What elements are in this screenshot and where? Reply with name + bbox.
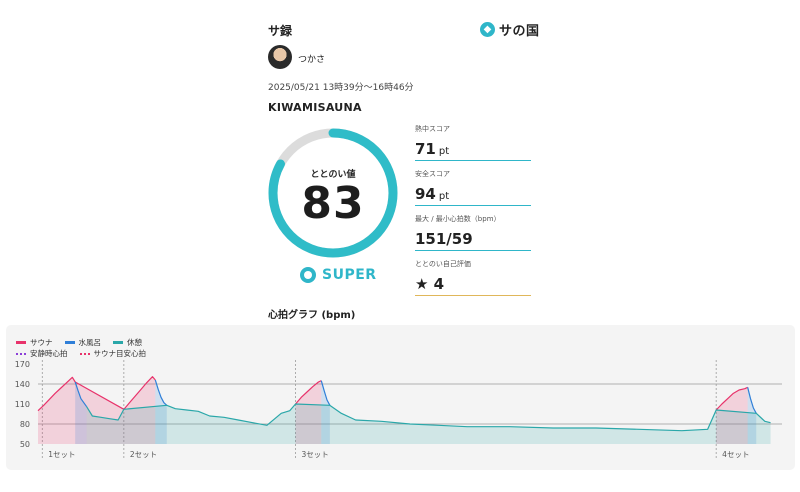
totonoi-ring — [268, 128, 398, 258]
series-area — [38, 376, 156, 444]
series-area — [155, 380, 167, 444]
metric-heart-rate: 最大 / 最小心拍数（bpm） 151/59 — [415, 214, 531, 251]
metric-safety-score: 安全スコア 94 pt — [415, 169, 531, 206]
legend-row-2: 安静時心拍 サウナ目安心拍 — [16, 348, 146, 359]
set-label: 4セット — [722, 450, 749, 459]
y-tick-label: 80 — [20, 420, 30, 429]
metric-value: 151/59 — [415, 230, 473, 248]
metric-value: ★ 4 — [415, 275, 445, 293]
set-label: 3セット — [302, 450, 329, 459]
series-line — [295, 380, 322, 405]
drop-icon: ◆ — [480, 22, 495, 37]
page-title: サ録 — [268, 24, 293, 38]
legend-resting-hr: 安静時心拍 — [30, 349, 68, 358]
series-area — [747, 387, 757, 444]
totonoi-value: 83 — [301, 178, 365, 229]
metric-underline — [415, 250, 531, 251]
avatar[interactable] — [268, 45, 292, 69]
metric-label: ととのい自己評価 — [415, 260, 471, 268]
series-line — [86, 403, 771, 432]
metric-label: 熱中スコア — [415, 125, 450, 133]
sauna-rank-icon — [300, 267, 316, 283]
metric-underline — [415, 295, 531, 296]
y-tick-label: 170 — [15, 360, 30, 369]
legend-swatch — [64, 341, 75, 344]
y-tick-label: 110 — [15, 400, 30, 409]
facility-name[interactable]: KIWAMISAUNA — [268, 101, 362, 114]
brand-logo-text: サの国 — [499, 24, 540, 39]
legend-sauna-target-hr: サウナ目安心拍 — [93, 349, 147, 358]
legend-row-1: サウナ 水風呂 休憩 — [16, 337, 142, 348]
series-line — [747, 387, 757, 414]
series-area — [716, 387, 748, 444]
rank-text: SUPER — [322, 267, 377, 283]
series-line — [320, 380, 331, 406]
metric-label: 安全スコア — [415, 170, 450, 178]
session-datetime: 2025/05/21 13時39分〜16時46分 — [268, 83, 414, 93]
series-line — [74, 381, 88, 408]
metric-label: 最大 / 最小心拍数（bpm） — [415, 215, 501, 223]
series-area — [295, 380, 322, 444]
totonoi-label: ととのい値 — [310, 170, 356, 180]
graph-title: 心拍グラフ (bpm) — [268, 310, 356, 321]
series-area — [321, 380, 330, 444]
legend-swatch — [79, 352, 90, 355]
legend-swatch — [16, 352, 26, 355]
legend-swatch — [16, 341, 26, 344]
metric-underline — [415, 160, 531, 161]
heart-rate-graph-panel — [6, 325, 795, 470]
totonoi-ring-arc — [268, 128, 398, 258]
series-line — [715, 386, 748, 411]
metric-self-rating: ととのい自己評価 ★ 4 — [415, 259, 531, 296]
legend-cold-bath: 水風呂 — [78, 338, 102, 347]
set-label: 2セット — [130, 450, 157, 459]
legend-swatch — [113, 341, 123, 344]
series-area — [86, 404, 771, 444]
legend-sauna: サウナ — [30, 338, 53, 347]
y-tick-label: 50 — [20, 440, 30, 449]
metric-underline — [415, 205, 531, 206]
rank-badge: SUPER — [300, 267, 377, 283]
heart-rate-chart: 170 140 110 80 50 1セット 2セット 3セット 4セット — [15, 360, 782, 459]
series-area — [75, 382, 87, 444]
legend-rest: 休憩 — [127, 338, 142, 347]
metric-heat-score: 熱中スコア 71 pt — [415, 124, 531, 161]
series-line — [154, 379, 168, 406]
user-name[interactable]: つかさ — [298, 55, 326, 65]
set-label: 1セット — [48, 450, 75, 459]
metric-value: 71 pt — [415, 140, 450, 158]
metric-value: 94 pt — [415, 185, 450, 203]
y-tick-label: 140 — [15, 380, 30, 389]
brand-logo[interactable]: ◆ サの国 — [480, 20, 540, 39]
